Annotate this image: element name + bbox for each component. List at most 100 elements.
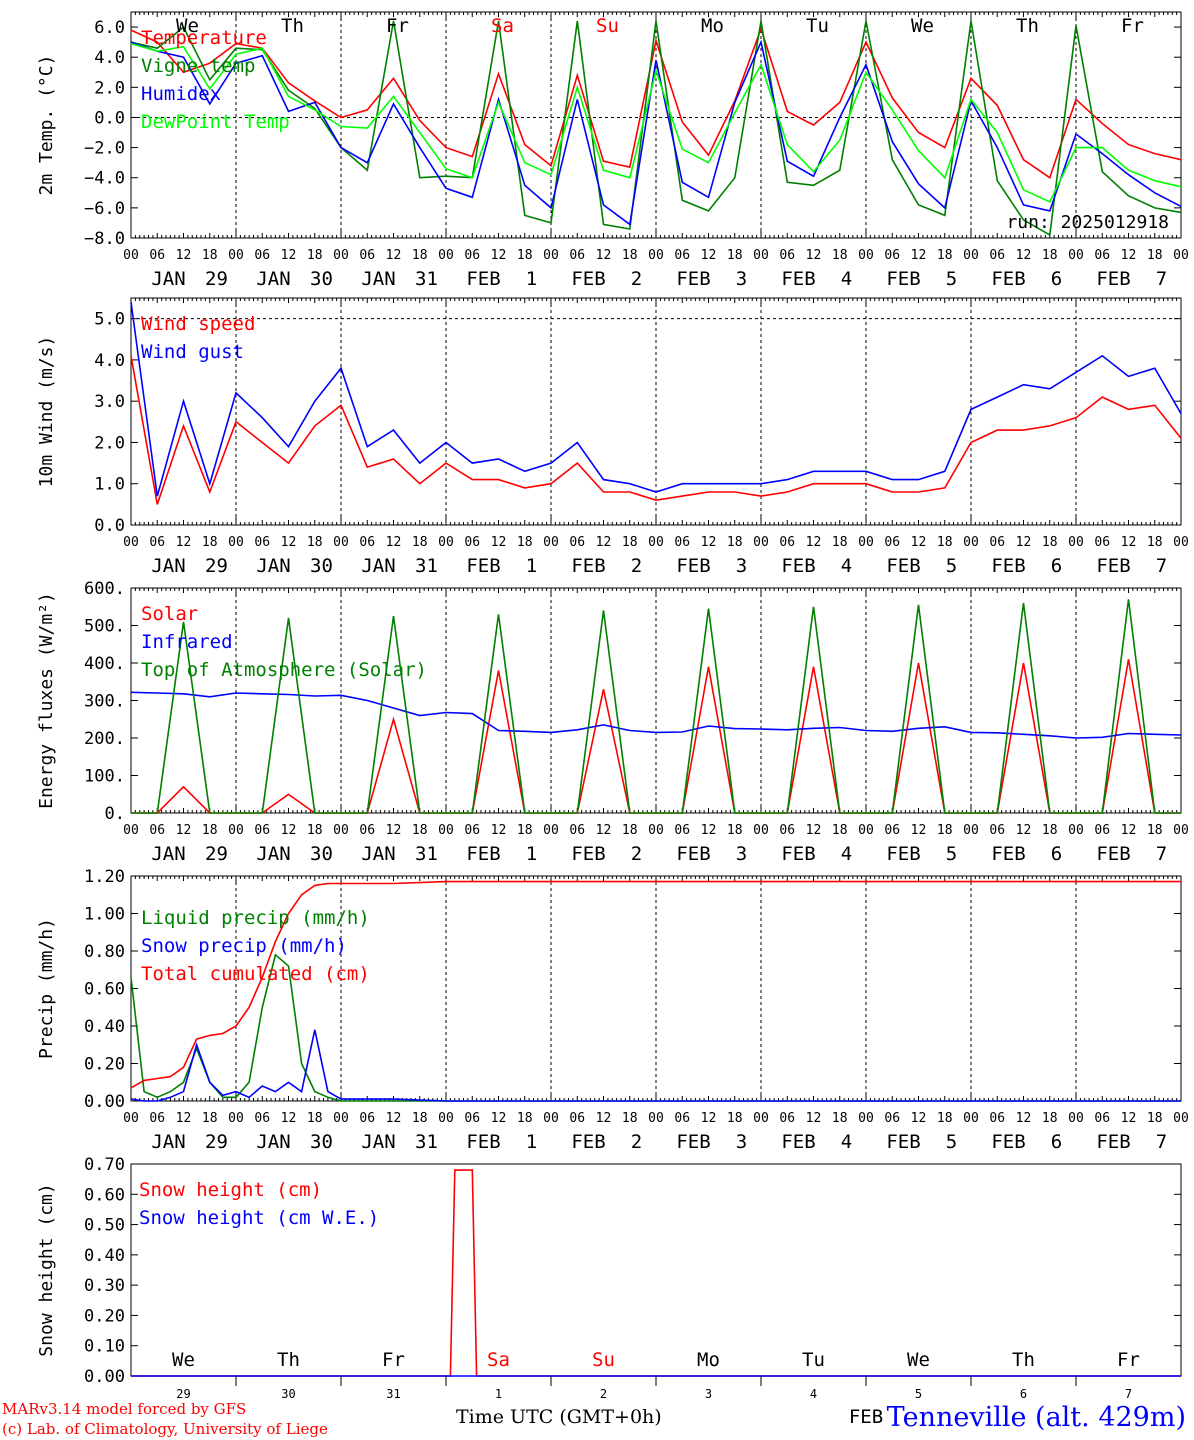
series-line-1 — [130, 355, 1182, 505]
weekday-label: Fr — [382, 1349, 405, 1371]
day-label: 7 — [1156, 1131, 1167, 1153]
hour-tick-label: 00 — [1173, 823, 1189, 838]
legend-entry: Top of Atmosphere (Solar) — [141, 659, 427, 681]
month-label: JAN — [151, 555, 185, 577]
month-label: FEB — [991, 268, 1025, 290]
month-label: FEB — [466, 1131, 500, 1153]
hour-tick-label: 06 — [464, 823, 480, 838]
legend-entry: DewPoint Temp — [141, 111, 290, 133]
month-label: JAN — [256, 268, 290, 290]
hour-tick-label: 18 — [622, 535, 638, 550]
hour-tick-label: 18 — [937, 823, 953, 838]
hour-tick-label: 06 — [674, 823, 690, 838]
hour-tick-label: 12 — [701, 248, 717, 263]
day-label: 30 — [310, 1131, 333, 1153]
hour-tick-label: 18 — [832, 1111, 848, 1126]
weekday-label: We — [176, 15, 199, 37]
hour-tick-label: 18 — [1147, 248, 1163, 263]
y-tick-label: 0.20 — [84, 1306, 125, 1326]
hour-tick-label: 12 — [806, 535, 822, 550]
hour-tick-label: 00 — [753, 823, 769, 838]
hour-tick-label: 06 — [149, 535, 165, 550]
y-tick-label: 3.0 — [94, 392, 125, 412]
y-tick-label: 0.0 — [94, 516, 125, 536]
hour-tick-label: 00 — [123, 1111, 139, 1126]
y-tick-label: 0.40 — [84, 1246, 125, 1266]
hour-tick-label: 12 — [701, 823, 717, 838]
series-line-2 — [130, 20, 1182, 237]
month-label: FEB — [886, 1131, 920, 1153]
day-label: 2 — [631, 555, 642, 577]
month-label: FEB — [676, 555, 710, 577]
hour-tick-label: 06 — [779, 1111, 795, 1126]
day-label: 31 — [415, 555, 438, 577]
y-tick-label: −2.0 — [84, 139, 125, 159]
day-number-label: 30 — [281, 1387, 295, 1401]
hour-tick-label: 00 — [228, 248, 244, 263]
y-axis-label: Precip (mm/h) — [36, 918, 57, 1059]
hour-tick-label: 12 — [386, 1111, 402, 1126]
weekday-label: Th — [277, 1349, 300, 1371]
hour-tick-label: 00 — [753, 535, 769, 550]
day-label: 1 — [526, 555, 537, 577]
hour-tick-label: 00 — [333, 823, 349, 838]
month-label: JAN — [361, 1131, 395, 1153]
hour-tick-label: 18 — [937, 1111, 953, 1126]
hour-tick-label: 18 — [1042, 823, 1058, 838]
station-name: Tenneville (alt. 429m) — [886, 1402, 1186, 1433]
hour-tick-label: 06 — [1094, 248, 1110, 263]
weekday-label: Tu — [806, 15, 829, 37]
hour-tick-label: 12 — [806, 823, 822, 838]
hour-tick-label: 06 — [884, 823, 900, 838]
hour-tick-label: 12 — [701, 535, 717, 550]
weekday-label: Tu — [802, 1349, 825, 1371]
series-line-1 — [130, 953, 1181, 1102]
month-label: FEB — [676, 1131, 710, 1153]
hour-tick-label: 00 — [333, 248, 349, 263]
hour-tick-label: 06 — [884, 248, 900, 263]
credit-line-1: MARv3.14 model forced by GFS — [2, 1400, 247, 1418]
weekday-label: We — [907, 1349, 930, 1371]
hour-tick-label: 06 — [254, 248, 270, 263]
hour-tick-label: 18 — [517, 1111, 533, 1126]
weekday-label: Mo — [701, 15, 724, 37]
month-label: FEB — [676, 268, 710, 290]
y-tick-label: 0. — [105, 804, 125, 824]
hour-tick-label: 18 — [1042, 1111, 1058, 1126]
hour-tick-label: 12 — [1121, 248, 1137, 263]
legend-entry: Humidex — [141, 83, 221, 105]
hour-tick-label: 00 — [648, 248, 664, 263]
hour-tick-label: 12 — [1016, 1111, 1032, 1126]
hour-tick-label: 06 — [359, 248, 375, 263]
weekday-label: Sa — [487, 1349, 510, 1371]
day-label: 4 — [841, 843, 852, 865]
series-line-2 — [130, 691, 1182, 739]
month-label: FEB — [781, 1131, 815, 1153]
hour-tick-label: 12 — [281, 248, 297, 263]
weekday-label: Th — [1012, 1349, 1035, 1371]
day-label: 29 — [205, 843, 228, 865]
legend-entry: Solar — [141, 603, 198, 625]
hour-tick-label: 18 — [202, 823, 218, 838]
series-line-4 — [130, 42, 1182, 203]
hour-tick-label: 18 — [307, 535, 323, 550]
hour-tick-label: 00 — [438, 535, 454, 550]
hour-tick-label: 00 — [858, 1111, 874, 1126]
hour-tick-label: 12 — [1016, 823, 1032, 838]
series-line-3 — [130, 880, 1181, 1089]
hour-tick-label: 06 — [989, 248, 1005, 263]
hour-tick-label: 00 — [753, 1111, 769, 1126]
month-label: JAN — [151, 268, 185, 290]
hour-tick-label: 18 — [832, 823, 848, 838]
panel-2: 5.0 4.0 3.0 2.0 1.0 0.0 10m Wind (m/s) Wind spe… — [36, 297, 1189, 577]
legend-entry: Temperature — [141, 27, 267, 49]
hour-tick-label: 18 — [202, 535, 218, 550]
day-label: 4 — [841, 555, 852, 577]
day-label: 30 — [310, 843, 333, 865]
hour-tick-label: 06 — [674, 535, 690, 550]
y-tick-label: 6.0 — [94, 18, 125, 38]
hour-tick-label: 18 — [517, 248, 533, 263]
day-label: 2 — [631, 268, 642, 290]
day-number-label: 29 — [176, 1387, 190, 1401]
